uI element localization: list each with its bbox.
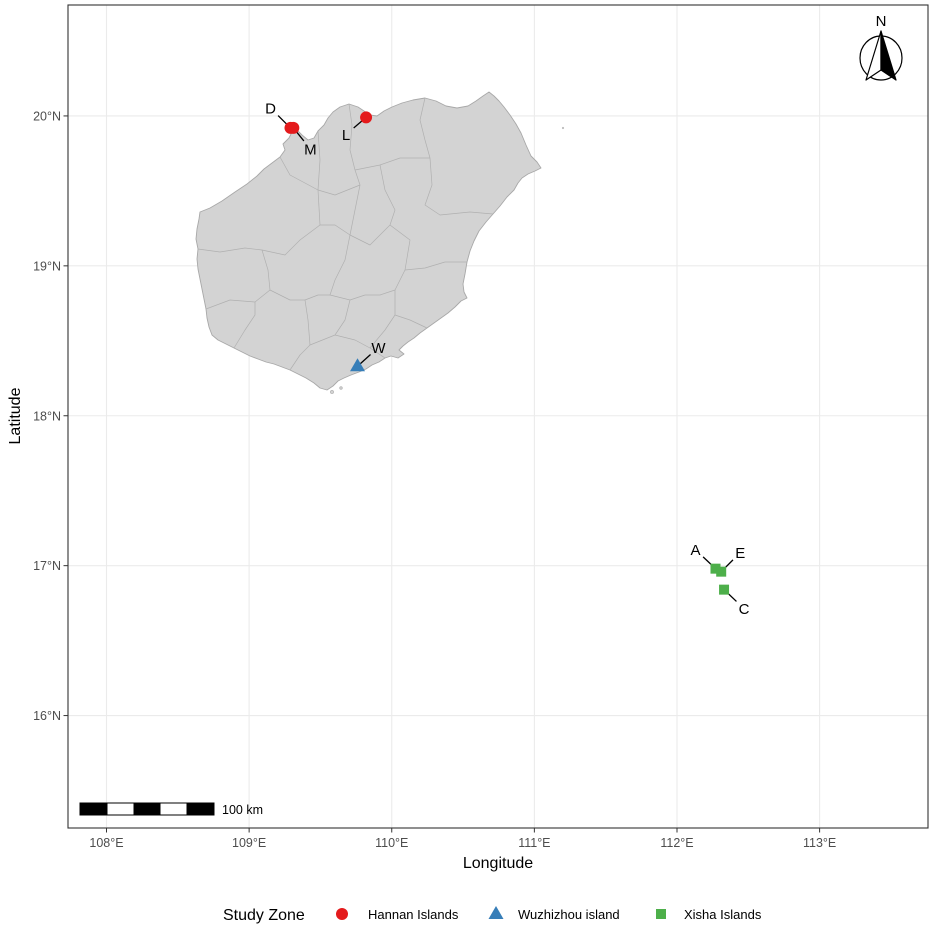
legend-label: Wuzhizhou island: [518, 907, 620, 922]
county-boundary: [261, 249, 271, 291]
county-boundary: [424, 157, 494, 216]
county-boundary: [369, 290, 396, 349]
county-boundary: [261, 224, 351, 256]
county-boundary: [419, 97, 431, 159]
x-tick-label: 112°E: [660, 836, 693, 850]
axis-ticks: 108°E 109°E 110°E 111°E 112°E 113°E 20°N 19°N 18…: [33, 109, 836, 850]
county-boundary: [304, 299, 311, 346]
county-boundaries: [197, 97, 494, 371]
islet: [330, 390, 334, 394]
county-boundary: [279, 156, 319, 191]
site-label-d: D: [265, 100, 276, 117]
county-boundary: [334, 299, 351, 336]
legend-marker-circle: [336, 908, 348, 920]
site-marker-c: [719, 584, 730, 595]
site-label-l: L: [342, 127, 350, 144]
legend-marker-triangle: [488, 906, 504, 919]
scale-bar-label: 100 km: [222, 803, 263, 817]
county-boundary: [304, 294, 330, 301]
x-tick-label: 113°E: [803, 836, 836, 850]
site-marker-e: [716, 566, 727, 577]
y-axis-title: Latitude: [7, 387, 24, 444]
scale-bar: 100 km: [79, 802, 263, 817]
county-boundary: [317, 130, 321, 191]
county-boundary: [354, 157, 430, 171]
county-boundary: [348, 103, 361, 186]
county-boundary: [317, 184, 361, 196]
county-boundary: [379, 164, 396, 226]
county-boundary: [205, 289, 271, 310]
site-marker-a: [710, 563, 721, 574]
north-arrow: N: [859, 13, 903, 81]
islet: [339, 386, 343, 390]
y-tick-label: 18°N: [33, 409, 61, 423]
site-marker-l: [360, 111, 373, 124]
y-tick-label: 19°N: [33, 259, 61, 273]
scale-bar-segment: [79, 802, 108, 816]
site-label-m: M: [304, 141, 317, 158]
county-boundary: [329, 234, 351, 296]
county-boundary: [289, 344, 311, 371]
legend-marker-square: [656, 909, 666, 919]
hainan-island-land: [195, 91, 542, 391]
site-label-e: E: [735, 545, 745, 562]
y-tick-label: 17°N: [33, 559, 61, 573]
x-tick-label: 110°E: [375, 836, 408, 850]
site-markers: [284, 111, 730, 595]
legend-label: Hannan Islands: [368, 907, 459, 922]
north-arrow-right-half: [880, 30, 897, 81]
site-label-a: A: [690, 542, 700, 559]
county-boundary: [404, 261, 467, 271]
x-tick-label: 111°E: [518, 836, 550, 850]
scale-bar-segment: [106, 802, 135, 816]
scale-bar-segment: [186, 802, 215, 816]
legend: Study Zone Hannan Islands Wuzhizhou isla…: [223, 906, 762, 924]
county-boundary: [309, 334, 386, 359]
county-boundary: [389, 224, 411, 291]
x-tick-label: 108°E: [89, 836, 123, 850]
county-boundary: [394, 314, 428, 329]
y-tick-label: 20°N: [33, 109, 61, 123]
legend-label: Xisha Islands: [684, 907, 762, 922]
north-arrow-label: N: [876, 13, 887, 30]
county-boundary: [269, 289, 305, 301]
county-boundary: [233, 302, 256, 349]
county-boundary: [365, 289, 396, 296]
site-marker-w: [350, 358, 366, 372]
county-boundary: [197, 247, 263, 253]
y-tick-label: 16°N: [33, 709, 61, 723]
site-labels: D M L W A E C: [265, 100, 750, 618]
panel-border: [67, 4, 929, 829]
x-tick-label: 109°E: [232, 836, 266, 850]
site-label-w: W: [371, 340, 386, 357]
county-boundary: [317, 189, 321, 226]
scale-bar-segment: [159, 802, 188, 816]
scale-bar-segment: [133, 802, 161, 816]
site-label-c: C: [739, 601, 750, 618]
hainan-island: [195, 91, 565, 394]
x-axis-title: Longitude: [463, 855, 533, 872]
legend-title: Study Zone: [223, 907, 305, 924]
islet: [561, 126, 565, 130]
site-marker-m: [287, 121, 300, 134]
